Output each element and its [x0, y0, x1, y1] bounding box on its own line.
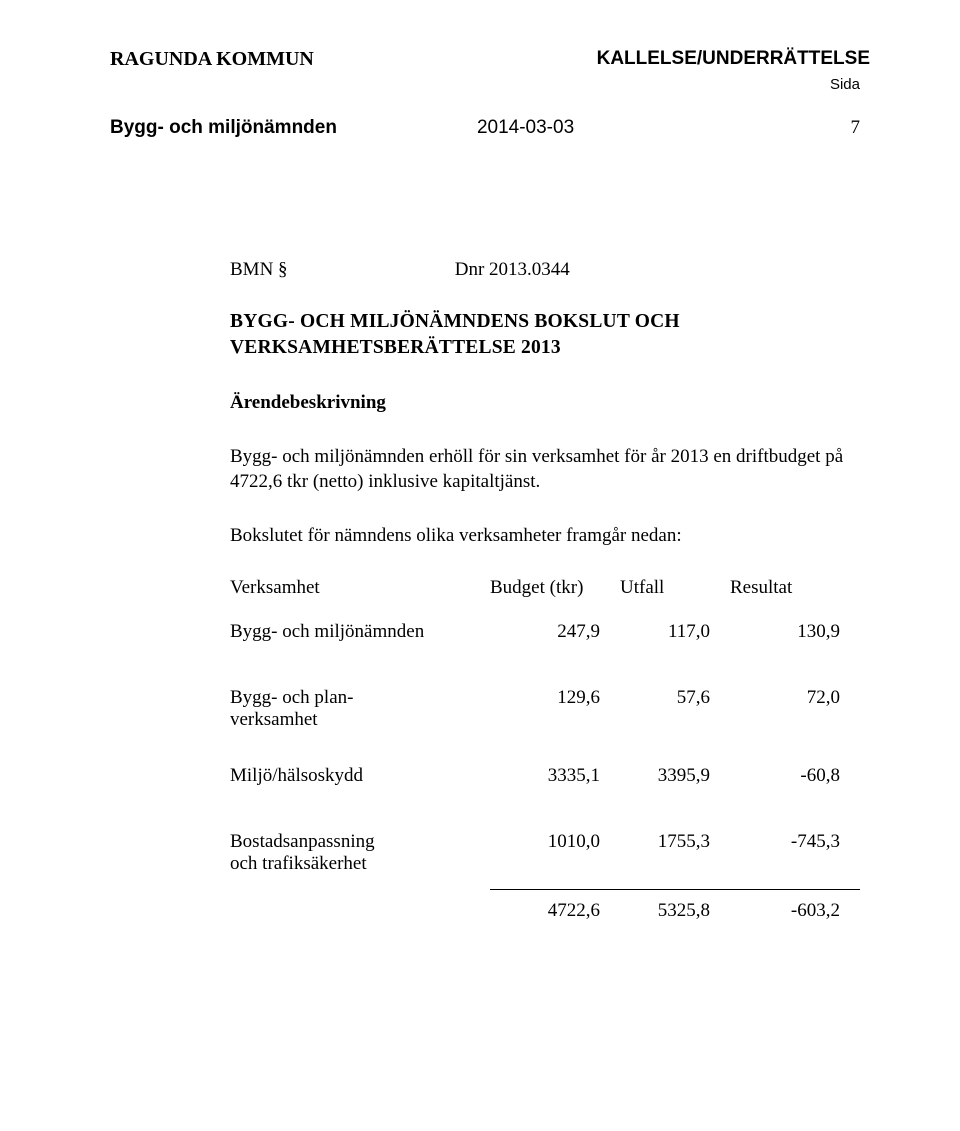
th-verksamhet: Verksamhet	[230, 577, 490, 599]
header-right-block: KALLELSE/UNDERRÄTTELSE Sida	[597, 48, 870, 93]
cell-resultat: 130,9	[730, 621, 840, 643]
cell-text: Miljö/hälsoskydd	[230, 765, 363, 786]
table-header-row: Verksamhet Budget (tkr) Utfall Resultat	[230, 577, 870, 599]
cell-budget: 247,9	[490, 621, 620, 643]
title-line2: VERKSAMHETSBERÄTTELSE 2013	[230, 335, 870, 361]
table-row: Miljö/hälsoskydd 3335,1 3395,9 -60,8	[230, 765, 870, 787]
org-name: RAGUNDA KOMMUN	[110, 48, 314, 71]
cell-budget: 1010,0	[490, 831, 620, 875]
arende-heading: Ärendebeskrivning	[230, 392, 870, 414]
cell-resultat: 72,0	[730, 687, 840, 731]
sida-label: Sida	[597, 76, 860, 93]
total-rule	[490, 889, 860, 890]
cell-resultat: -745,3	[730, 831, 840, 875]
total-utfall: 5325,8	[620, 900, 730, 922]
cell-empty	[230, 900, 490, 922]
cell-text-line2: verksamhet	[230, 709, 490, 731]
table-intro: Bokslutet för nämndens olika verksamhete…	[230, 525, 870, 547]
th-utfall: Utfall	[620, 577, 730, 599]
cell-text: Bygg- och plan-	[230, 687, 353, 708]
th-budget: Budget (tkr)	[490, 577, 620, 599]
cell-text: Bygg- och miljönämnden	[230, 621, 424, 642]
cell-budget: 3335,1	[490, 765, 620, 787]
cell-budget: 129,6	[490, 687, 620, 731]
table-total-row: 4722,6 5325,8 -603,2	[230, 900, 870, 922]
table-row: Bostadsanpassning och trafiksäkerhet 101…	[230, 831, 870, 875]
cell-name: Miljö/hälsoskydd	[230, 765, 490, 787]
cell-utfall: 3395,9	[620, 765, 730, 787]
title-line1: BYGG- OCH MILJÖNÄMNDENS BOKSLUT OCH	[230, 309, 870, 335]
bmn-row: BMN § Dnr 2013.0344	[230, 259, 870, 281]
cell-utfall: 1755,3	[620, 831, 730, 875]
cell-name: Bostadsanpassning och trafiksäkerhet	[230, 831, 490, 875]
bmn-label: BMN §	[230, 259, 450, 281]
th-resultat: Resultat	[730, 577, 840, 599]
total-resultat: -603,2	[730, 900, 840, 922]
header-date: 2014-03-03	[477, 117, 574, 139]
header-row: RAGUNDA KOMMUN KALLELSE/UNDERRÄTTELSE Si…	[110, 48, 870, 93]
content: BMN § Dnr 2013.0344 BYGG- OCH MILJÖNÄMND…	[230, 259, 870, 922]
committee-name: Bygg- och miljönämnden	[110, 117, 337, 139]
page-number: 7	[851, 117, 861, 139]
total-budget: 4722,6	[490, 900, 620, 922]
result-table: Verksamhet Budget (tkr) Utfall Resultat …	[230, 577, 870, 922]
cell-name: Bygg- och plan- verksamhet	[230, 687, 490, 731]
cell-text-line2: och trafiksäkerhet	[230, 853, 490, 875]
cell-resultat: -60,8	[730, 765, 840, 787]
dnr: Dnr 2013.0344	[455, 259, 570, 280]
cell-utfall: 117,0	[620, 621, 730, 643]
table-row: Bygg- och miljönämnden 247,9 117,0 130,9	[230, 621, 870, 643]
table-row: Bygg- och plan- verksamhet 129,6 57,6 72…	[230, 687, 870, 731]
subheader-row: Bygg- och miljönämnden 2014-03-03 7	[110, 117, 870, 139]
cell-name: Bygg- och miljönämnden	[230, 621, 490, 643]
cell-text: Bostadsanpassning	[230, 831, 375, 852]
doc-type: KALLELSE/UNDERRÄTTELSE	[597, 48, 870, 70]
cell-utfall: 57,6	[620, 687, 730, 731]
paragraph-1: Bygg- och miljönämnden erhöll för sin ve…	[230, 444, 870, 495]
page: RAGUNDA KOMMUN KALLELSE/UNDERRÄTTELSE Si…	[0, 0, 960, 1131]
